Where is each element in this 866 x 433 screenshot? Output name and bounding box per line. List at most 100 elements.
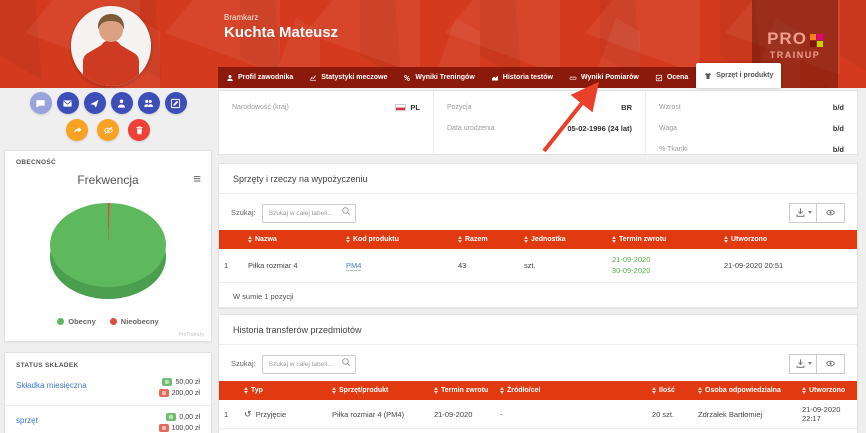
position-value: BR xyxy=(621,103,632,112)
column-visibility-button[interactable] xyxy=(817,202,845,223)
column-header-termin-zwrotu[interactable]: Termin zwrotu xyxy=(607,230,719,249)
column-header-termin-zwrotu[interactable]: Termin zwrotu xyxy=(429,381,495,400)
tab-wyniki-treningow[interactable]: Wyniki Treningów xyxy=(395,67,482,88)
search-label: Szukaj: xyxy=(231,359,256,368)
return-date-to: 30-09-2020 xyxy=(612,266,651,276)
chevron-down-icon xyxy=(807,211,812,214)
transfer-source: - xyxy=(495,400,647,429)
fee-paid-value: 50,00 zł xyxy=(175,378,200,386)
column-visibility-button[interactable] xyxy=(817,353,845,374)
tissue-label: % Tkanki xyxy=(659,146,688,153)
column-header-utworzono[interactable]: Utworzono xyxy=(719,230,857,249)
eye-off-icon xyxy=(103,126,113,134)
trash-icon xyxy=(135,125,143,134)
loans-card: Sprzęty i rzeczy na wypożyczeniu Szukaj: xyxy=(218,163,858,308)
table-row: 1 ↺ Przyjęcie Piłka rozmiar 4 (PM4) 21-0… xyxy=(219,400,857,429)
tab-historia-testow[interactable]: Historia testów xyxy=(483,67,561,88)
column-header-ilosc[interactable]: Ilość xyxy=(647,381,693,400)
sort-icon xyxy=(332,387,336,394)
sort-icon xyxy=(724,236,728,243)
row-index: 1 xyxy=(219,249,243,283)
person-icon xyxy=(227,74,233,81)
created-date: 22-09-2020 12:51 xyxy=(797,428,857,433)
row-index: 2 xyxy=(219,428,239,433)
tissue-value: b/d xyxy=(832,145,844,154)
export-button[interactable] xyxy=(789,202,817,223)
column-header-kod-produktu[interactable]: Kod produktu xyxy=(341,230,453,249)
index-column-header xyxy=(219,230,243,249)
message-button[interactable] xyxy=(56,92,79,114)
logo-text-trainup: TRAINUP xyxy=(769,49,821,60)
pie-legend: Obecny Nieobecny xyxy=(5,317,211,326)
transfer-product: Piłka rozmiar 4 (PM4) xyxy=(327,428,429,433)
paid-amount-icon xyxy=(162,378,173,386)
profile-info-card: Narodowość (kraj) PL Pozycja BR Data uro… xyxy=(218,90,858,155)
transfers-card: Historia transferów przedmiotów Szukaj: xyxy=(218,314,858,433)
weight-label: Waga xyxy=(659,125,678,132)
chart-menu-icon[interactable]: ≡ xyxy=(193,171,201,186)
legend-item-present[interactable]: Obecny xyxy=(57,317,96,326)
column-header-sprzet-produkt[interactable]: Sprzęt/produkt xyxy=(327,381,429,400)
sort-icon xyxy=(500,387,504,394)
transfer-return-date: 21-09-2020 xyxy=(429,400,495,429)
hide-button[interactable] xyxy=(97,119,119,141)
transfers-search-input[interactable] xyxy=(261,355,356,374)
search-label: Szukaj: xyxy=(231,208,256,217)
tab-profil-zawodnika[interactable]: Profil zawodnika xyxy=(218,67,301,88)
match-stats-icon xyxy=(310,74,317,81)
birthdate-value: 05-02-1996 (24 lat) xyxy=(567,124,632,133)
export-button[interactable] xyxy=(789,353,817,374)
nationality-value: PL xyxy=(410,103,420,112)
column-header-utworzono[interactable]: Utworzono xyxy=(797,381,857,400)
table-row: 2 ☝ Wypożyczenie Piłka rozmiar 4 (PM4) 3… xyxy=(219,428,857,433)
share-button[interactable] xyxy=(66,119,88,141)
height-label: Wzrost xyxy=(659,104,681,111)
column-header-razem[interactable]: Razem xyxy=(453,230,519,249)
send-button[interactable] xyxy=(83,92,106,114)
fees-section-label: STATUS SKŁADEK xyxy=(16,362,79,369)
fee-item: Składka miesięczna 50,00 zł 200,00 zł xyxy=(5,371,211,405)
equipment-icon xyxy=(705,72,712,79)
user-profile-button[interactable] xyxy=(110,92,133,114)
edit-button[interactable] xyxy=(164,92,187,114)
column-header-jednostka[interactable]: Jednostka xyxy=(519,230,607,249)
history-icon: ↺ xyxy=(244,408,252,419)
eye-icon xyxy=(826,209,835,216)
legend-item-absent[interactable]: Nieobecny xyxy=(109,317,159,326)
return-date-from: 21-09-2020 xyxy=(612,255,651,264)
sort-icon xyxy=(248,236,252,243)
product-code-link[interactable]: PM4 xyxy=(346,260,362,271)
tab-wyniki-pomiarow[interactable]: Wyniki Pomiarów xyxy=(561,67,647,88)
column-header-typ[interactable]: Typ xyxy=(239,381,327,400)
created-date: 21-09-2020 20:51 xyxy=(719,249,857,283)
loans-search-input[interactable] xyxy=(261,204,356,223)
transfer-return-date: 30-09-2020 xyxy=(429,428,495,433)
player-avatar xyxy=(71,6,151,86)
test-history-icon xyxy=(491,75,498,80)
eye-icon xyxy=(826,360,835,367)
logo-squares-icon xyxy=(809,33,823,47)
comments-button[interactable] xyxy=(29,92,52,114)
transfer-qty: 23 szt. xyxy=(647,428,693,433)
column-header-osoba-odpowiedzialna[interactable]: Osoba odpowiedzialna xyxy=(693,381,797,400)
column-header-zrodlo-cel[interactable]: Źródło/cel xyxy=(495,381,647,400)
group-button[interactable] xyxy=(137,92,160,114)
sort-icon xyxy=(802,387,806,394)
created-date: 21-09-2020 22:17 xyxy=(797,400,857,429)
comment-icon xyxy=(36,99,45,108)
fee-item: sprzęt 0,00 zł 100,00 zł xyxy=(5,405,211,433)
user-profile-icon xyxy=(117,99,126,108)
column-header-nazwa[interactable]: Nazwa xyxy=(243,230,341,249)
delete-button[interactable] xyxy=(128,119,150,141)
birthdate-label: Data urodzenia xyxy=(447,125,495,132)
fee-link-equipment[interactable]: sprzęt xyxy=(16,416,38,425)
share-icon xyxy=(73,126,82,133)
due-amount-icon xyxy=(158,389,169,397)
tab-sprzet-i-produkty[interactable]: Sprzęt i produkty xyxy=(696,63,782,88)
tab-statystyki-meczowe[interactable]: Statystyki meczowe xyxy=(301,67,395,88)
attendance-chart-title: Frekwencja xyxy=(77,173,139,187)
fee-link-monthly[interactable]: Składka miesięczna xyxy=(16,381,87,390)
sort-icon xyxy=(698,387,702,394)
tab-ocena[interactable]: Ocena xyxy=(647,67,696,88)
present-dot-icon xyxy=(57,318,65,325)
